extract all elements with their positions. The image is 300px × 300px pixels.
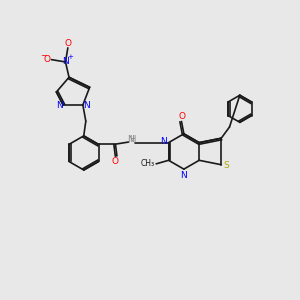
Text: S: S bbox=[224, 161, 230, 170]
Text: −: − bbox=[40, 51, 46, 60]
Text: N: N bbox=[181, 170, 187, 179]
Text: N: N bbox=[56, 101, 62, 110]
Text: O: O bbox=[178, 112, 185, 121]
Text: O: O bbox=[112, 157, 119, 166]
Text: CH₃: CH₃ bbox=[140, 159, 154, 168]
Text: H: H bbox=[130, 135, 136, 144]
Text: N: N bbox=[84, 101, 90, 110]
Text: N: N bbox=[160, 137, 167, 146]
Text: +: + bbox=[68, 54, 74, 60]
Text: O: O bbox=[64, 39, 72, 48]
Text: N: N bbox=[62, 57, 69, 66]
Text: O: O bbox=[44, 55, 51, 64]
Text: N: N bbox=[127, 135, 134, 144]
